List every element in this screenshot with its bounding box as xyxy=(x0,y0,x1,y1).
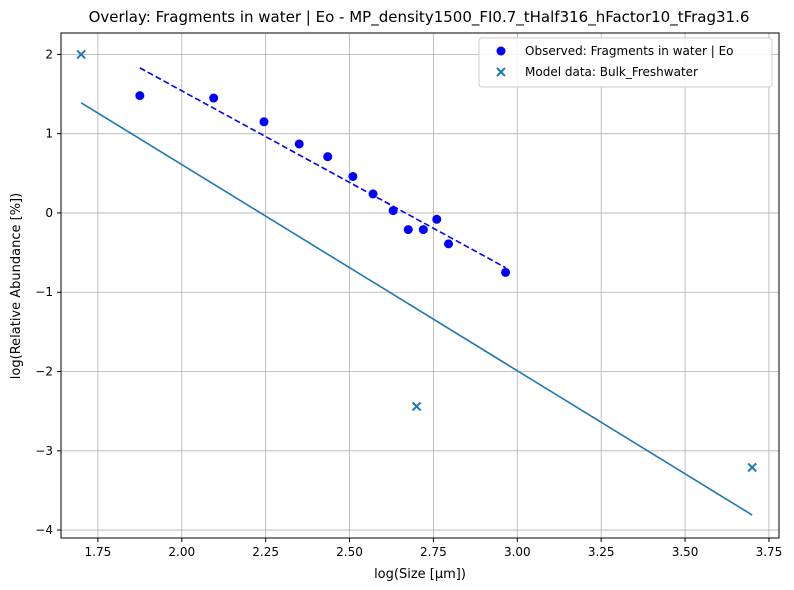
x-tick-label: 1.75 xyxy=(85,545,112,559)
observed-point xyxy=(403,225,413,235)
y-tick-label: 1 xyxy=(45,127,53,141)
model-point-stroke xyxy=(76,49,86,60)
observed-point xyxy=(209,93,219,103)
legend: Observed: Fragments in water | Eo Model … xyxy=(478,37,773,88)
x-tick-label: 3.25 xyxy=(588,545,615,559)
legend-marker-observed xyxy=(496,46,506,56)
x-tick-label: 2.50 xyxy=(336,545,363,559)
observed-point xyxy=(368,189,378,199)
legend-box xyxy=(478,37,773,88)
tick-layer: 1.75 2.00 2.25 2.50 2.75 3.00 3.25 3.50 3.75 −4 −3… xyxy=(35,47,782,559)
legend-label-observed: Observed: Fragments in water | Eo xyxy=(525,44,734,58)
observed-point xyxy=(259,117,269,127)
observed-point xyxy=(444,239,454,249)
x-tick-label: 2.25 xyxy=(252,545,279,559)
x-tick-label: 2.75 xyxy=(420,545,447,559)
x-tick-label: 3.50 xyxy=(672,545,699,559)
model-point xyxy=(76,49,86,60)
x-tick-label: 3.00 xyxy=(504,545,531,559)
model-point-stroke xyxy=(411,401,422,412)
x-axis-label: log(Size [µm]) xyxy=(374,567,466,582)
model-fit-line xyxy=(80,102,753,516)
model-point xyxy=(411,401,422,412)
observed-point xyxy=(323,152,333,162)
y-tick-label: −1 xyxy=(35,285,53,299)
observed-fit-line xyxy=(139,67,506,269)
observed-point xyxy=(432,214,442,224)
legend-marker-model xyxy=(496,67,506,77)
y-tick-label: −4 xyxy=(35,523,53,537)
legend-label-model: Model data: Bulk_Freshwater xyxy=(525,65,698,79)
y-tick-label: 0 xyxy=(45,206,53,220)
plot-frame xyxy=(60,32,780,539)
x-tick-label: 2.00 xyxy=(168,545,195,559)
grid-layer xyxy=(61,33,779,538)
chart-title: Overlay: Fragments in water | Eo - MP_de… xyxy=(89,8,750,27)
observed-point xyxy=(135,91,145,101)
observed-point xyxy=(418,225,428,235)
observed-point xyxy=(501,267,511,277)
x-tick-label: 3.75 xyxy=(756,545,783,559)
y-tick-label: −3 xyxy=(35,444,53,458)
series-layer xyxy=(76,49,757,516)
y-tick-label: 2 xyxy=(45,47,53,61)
observed-point xyxy=(348,171,358,181)
observed-point xyxy=(294,139,304,149)
y-axis-label: log(Relative Abundance [%]) xyxy=(9,193,24,379)
y-tick-label: −2 xyxy=(35,365,53,379)
model-point-stroke xyxy=(747,462,757,473)
model-point xyxy=(747,462,757,473)
